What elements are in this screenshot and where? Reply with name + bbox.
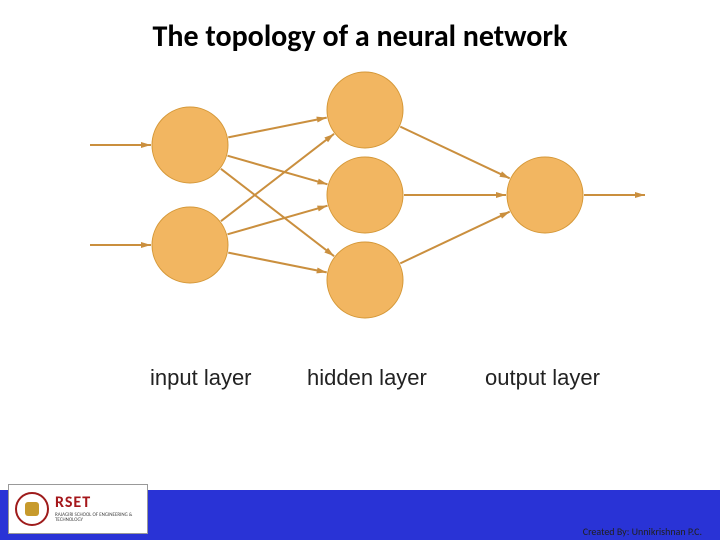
logo-main-text: RSET — [55, 495, 141, 511]
logo-box: RSET RAJAGIRI SCHOOL OF ENGINEERING & TE… — [8, 484, 148, 534]
logo-sub-text: RAJAGIRI SCHOOL OF ENGINEERING & TECHNOL… — [55, 513, 141, 523]
diagram-container: input layer hidden layer output layer — [75, 65, 650, 405]
logo-text: RSET RAJAGIRI SCHOOL OF ENGINEERING & TE… — [55, 495, 141, 523]
input-layer-label: input layer — [150, 365, 252, 391]
output-layer-label: output layer — [485, 365, 600, 391]
neural-network-diagram — [75, 65, 650, 365]
credit-text: Created By: Unnikrishnan P.C. — [583, 525, 702, 538]
hidden-layer-label: hidden layer — [307, 365, 427, 391]
page-title: The topology of a neural network — [0, 18, 720, 55]
logo-emblem-icon — [15, 492, 49, 526]
